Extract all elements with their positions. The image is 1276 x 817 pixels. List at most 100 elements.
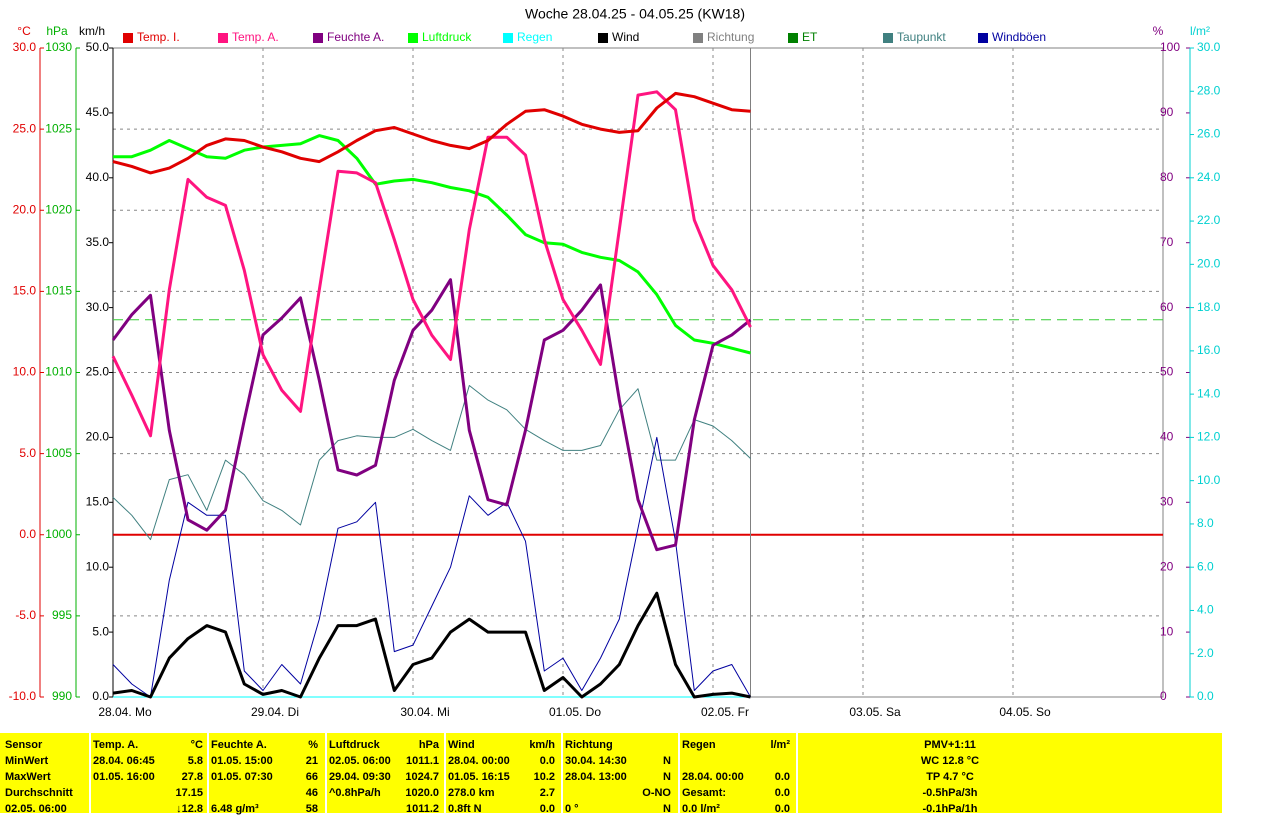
cell-value: 2.7	[539, 787, 555, 799]
y-tick-label: 20.0	[13, 202, 37, 216]
y-tick-label: 14.0	[1197, 386, 1221, 400]
legend-label: Temp. I.	[137, 30, 180, 44]
y-tick-label: 4.0	[1197, 603, 1214, 617]
y-tick-label: 1015	[45, 284, 72, 298]
y-tick-label: 30	[1160, 494, 1174, 508]
y-tick-label: 0.0	[1197, 689, 1214, 703]
column-header: Feuchte A.	[211, 739, 267, 751]
y-tick-label: 8.0	[1197, 516, 1214, 530]
y-tick-label: 10.0	[1197, 473, 1221, 487]
cell-value: N	[663, 755, 671, 767]
cell-label: 28.04. 00:00	[682, 771, 744, 783]
table-block: Feuchte A.% 01.05. 15:00 21 01.05. 07:30 66 4…	[211, 733, 318, 815]
legend-label: Taupunkt	[897, 30, 946, 44]
series-line	[111, 90, 752, 438]
chart: Woche 28.04.25 - 04.05.25 (KW18) °C 30.0 2…	[9, 6, 1221, 719]
y-tick-label: 15.0	[86, 494, 110, 508]
legend-label: ET	[802, 30, 818, 44]
legend-swatch	[218, 33, 228, 43]
cell-value: 5.8	[187, 755, 203, 767]
y-tick-label: 995	[52, 608, 72, 622]
cell-label: 278.0 km	[448, 787, 495, 799]
column-header: Luftdruck	[329, 739, 380, 751]
cell-value: ↓12.8	[176, 803, 203, 815]
series-line	[112, 91, 751, 175]
y-tick-label: 80	[1160, 170, 1174, 184]
cell-label: Gesamt:	[682, 787, 727, 799]
cell-value: 0.0	[774, 787, 790, 799]
table-block: Wind km/h 28.04. 00:00 0.0 01.05. 16:15 10.2 2…	[448, 733, 555, 815]
table-block: Luftdruck hPa 02.05. 06:00 1011.1 29.04. 09:…	[329, 733, 439, 815]
y-tick-label: 50.0	[86, 40, 110, 54]
y-tick-label: 0.0	[19, 527, 36, 541]
legend-swatch	[693, 33, 703, 43]
column-unit: l/m²	[770, 739, 790, 751]
table-block: Richtung 30.04. 14:30 N 28.04. 13:00 N O-NO 0 …	[565, 733, 671, 815]
y-tick-label: 0.0	[92, 689, 109, 703]
y-tick-label: 30.0	[13, 40, 37, 54]
cell-value: 0.0	[539, 803, 555, 815]
y-tick-label: 15.0	[13, 284, 37, 298]
cell-center: TP 4.7 °C	[926, 771, 974, 783]
y-tick-label: 0	[1160, 689, 1167, 703]
x-tick-label: 01.05. Do	[549, 705, 601, 719]
legend-label: Regen	[517, 30, 552, 44]
column-separator	[444, 733, 446, 813]
column-separator	[89, 733, 91, 813]
series-line	[112, 591, 751, 699]
legend-label: Windböen	[992, 30, 1046, 44]
legend-swatch	[978, 33, 988, 43]
cell-center: WC 12.8 °C	[920, 755, 980, 767]
cell-center: -0.5hPa/3h	[922, 787, 978, 799]
y-tick-label: 5.0	[19, 446, 36, 460]
x-tick-label: 30.04. Mi	[400, 705, 449, 719]
legend-swatch	[503, 33, 513, 43]
x-tick-label: 02.05. Fr	[701, 705, 749, 719]
cell-value: 1011.1	[405, 755, 439, 767]
y-tick-label: 26.0	[1197, 127, 1221, 141]
axis-unit: km/h	[79, 24, 105, 38]
cell-value: 1020.0	[405, 787, 439, 799]
column-unit: km/h	[529, 739, 555, 751]
y-tick-label: 50	[1160, 365, 1174, 379]
column-header: Sensor	[5, 739, 43, 751]
table-block: PMV+1:11 WC 12.8 °C TP 4.7 °C -0.5hPa/3h -0.…	[800, 733, 1100, 815]
cell-label: 30.04. 14:30	[565, 755, 627, 767]
y-tick-label: 25.0	[86, 365, 110, 379]
y-tick-label: 22.0	[1197, 213, 1221, 227]
y-tick-label: 30.0	[86, 300, 110, 314]
table-block: Sensor MinWert MaxWert Durchschnitt 02.05. 0…	[5, 733, 88, 815]
cell-value: 21	[305, 755, 318, 767]
y-tick-label: 10	[1160, 624, 1174, 638]
column-separator	[325, 733, 327, 813]
y-tick-label: 18.0	[1197, 300, 1221, 314]
y-tick-label: 1010	[45, 365, 72, 379]
cell-label: Durchschnitt	[5, 787, 73, 799]
column-unit: %	[308, 739, 318, 751]
legend-swatch	[313, 33, 323, 43]
y-tick-label: 40	[1160, 430, 1174, 444]
legend-label: Luftdruck	[422, 30, 472, 44]
column-header: Wind	[448, 739, 475, 751]
axis-unit: °C	[17, 24, 31, 38]
cell-label: MaxWert	[5, 771, 51, 783]
y-tick-label: 2.0	[1197, 646, 1214, 660]
y-tick-label: 45.0	[86, 105, 110, 119]
cell-value: 0.0	[774, 803, 790, 815]
y-tick-label: 20	[1160, 559, 1174, 573]
y-tick-label: 25.0	[13, 121, 37, 135]
y-tick-label: 1005	[45, 446, 72, 460]
cell-value: 0.0	[539, 755, 555, 767]
series-line	[111, 278, 752, 552]
legend-label: Temp. A.	[232, 30, 279, 44]
cell-label: 0.0 l/m²	[682, 803, 720, 815]
cell-label: 29.04. 09:30	[329, 771, 391, 783]
cell-value: 27.8	[181, 771, 203, 783]
cell-value: 46	[305, 787, 318, 799]
legend-swatch	[408, 33, 418, 43]
legend-label: Feuchte A.	[327, 30, 384, 44]
cell-value: N	[663, 771, 671, 783]
cell-value: 17.15	[175, 787, 203, 799]
cell-label: 0.8ft N	[448, 803, 482, 815]
